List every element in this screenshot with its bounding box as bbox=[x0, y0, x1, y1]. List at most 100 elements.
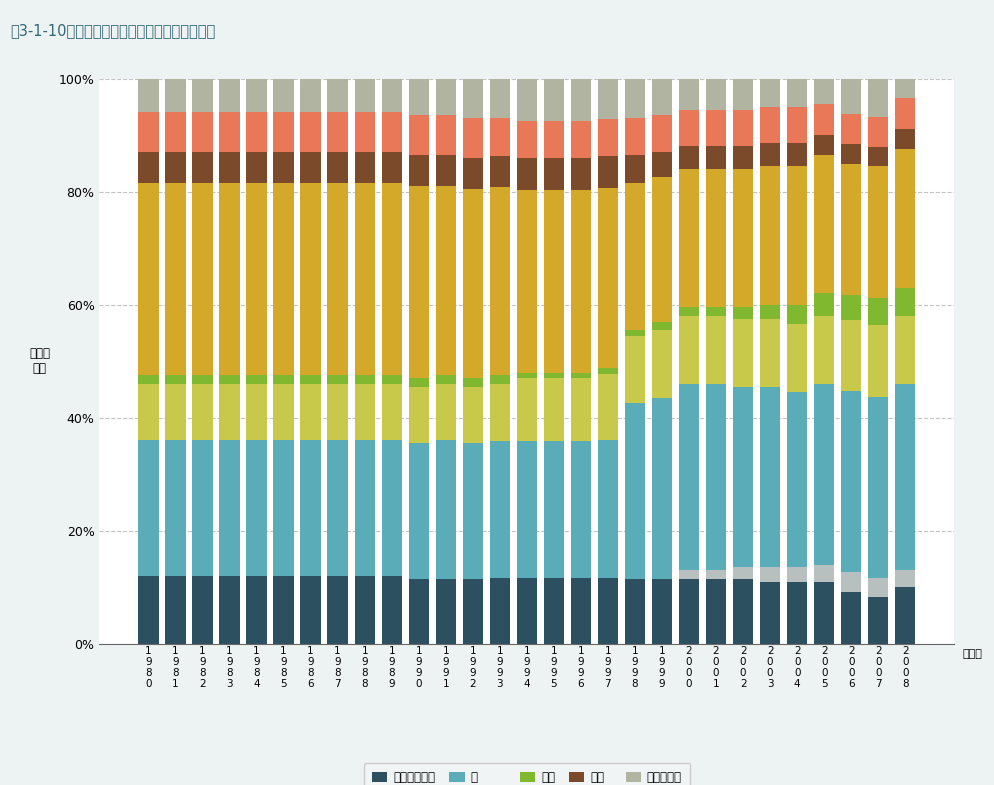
Bar bbox=[462, 188, 483, 378]
Bar bbox=[355, 440, 375, 576]
Bar bbox=[571, 441, 591, 578]
Bar bbox=[300, 375, 321, 384]
Bar bbox=[300, 576, 321, 644]
Bar bbox=[760, 305, 780, 319]
Bar bbox=[435, 375, 456, 384]
Bar bbox=[192, 112, 213, 152]
Bar bbox=[706, 384, 727, 570]
Bar bbox=[138, 183, 158, 375]
Bar bbox=[435, 440, 456, 579]
Bar bbox=[382, 112, 402, 152]
Bar bbox=[787, 392, 807, 568]
Bar bbox=[896, 78, 915, 98]
Bar bbox=[571, 78, 591, 122]
Bar bbox=[868, 578, 889, 597]
Bar bbox=[273, 384, 293, 440]
Bar bbox=[733, 568, 753, 579]
Bar bbox=[652, 115, 672, 152]
Bar bbox=[760, 78, 780, 107]
Text: （万ト
ン）: （万ト ン） bbox=[29, 347, 50, 375]
Bar bbox=[382, 384, 402, 440]
Bar bbox=[706, 579, 727, 644]
Bar bbox=[814, 155, 834, 294]
Bar bbox=[165, 152, 186, 183]
Bar bbox=[382, 78, 402, 112]
Bar bbox=[490, 375, 510, 384]
Bar bbox=[733, 169, 753, 308]
Bar bbox=[327, 152, 348, 183]
Bar bbox=[165, 78, 186, 112]
Bar bbox=[382, 440, 402, 576]
Bar bbox=[327, 440, 348, 576]
Bar bbox=[787, 166, 807, 305]
Bar bbox=[382, 183, 402, 375]
Bar bbox=[733, 110, 753, 146]
Bar bbox=[571, 378, 591, 441]
Bar bbox=[868, 117, 889, 147]
Bar bbox=[138, 375, 158, 384]
Bar bbox=[896, 384, 915, 570]
Bar bbox=[868, 597, 889, 644]
Bar bbox=[409, 155, 428, 186]
Bar bbox=[138, 576, 158, 644]
Bar bbox=[787, 144, 807, 166]
Bar bbox=[192, 375, 213, 384]
Bar bbox=[814, 104, 834, 135]
Bar bbox=[409, 115, 428, 155]
Bar bbox=[355, 375, 375, 384]
Bar bbox=[625, 403, 645, 579]
Bar bbox=[896, 130, 915, 149]
Bar bbox=[409, 186, 428, 378]
Bar bbox=[327, 375, 348, 384]
Bar bbox=[462, 378, 483, 386]
Bar bbox=[544, 441, 564, 578]
Bar bbox=[679, 146, 699, 169]
Bar bbox=[787, 305, 807, 324]
Bar bbox=[625, 579, 645, 644]
Bar bbox=[679, 570, 699, 579]
Bar bbox=[544, 373, 564, 378]
Bar bbox=[841, 114, 862, 144]
Bar bbox=[382, 375, 402, 384]
Bar bbox=[517, 441, 537, 578]
Bar bbox=[787, 107, 807, 144]
Bar bbox=[733, 579, 753, 644]
Bar bbox=[841, 320, 862, 391]
Bar bbox=[273, 78, 293, 112]
Bar bbox=[462, 78, 483, 118]
Legend: プラスチック, ペットボトル, 紙, 木竹草類等, 繊維, 厨芥, 金属, ガラス, 陶磁器類等: プラスチック, ペットボトル, 紙, 木竹草類等, 繊維, 厨芥, 金属, ガラ… bbox=[364, 763, 690, 785]
Bar bbox=[409, 78, 428, 115]
Bar bbox=[841, 572, 862, 592]
Bar bbox=[733, 78, 753, 110]
Bar bbox=[409, 386, 428, 443]
Bar bbox=[165, 183, 186, 375]
Bar bbox=[165, 112, 186, 152]
Bar bbox=[679, 316, 699, 384]
Bar bbox=[706, 146, 727, 169]
Bar bbox=[300, 183, 321, 375]
Bar bbox=[896, 287, 915, 316]
Bar bbox=[706, 78, 727, 110]
Bar bbox=[597, 78, 618, 119]
Bar bbox=[814, 294, 834, 316]
Bar bbox=[760, 568, 780, 582]
Bar bbox=[868, 166, 889, 298]
Bar bbox=[544, 78, 564, 122]
Bar bbox=[165, 375, 186, 384]
Bar bbox=[355, 112, 375, 152]
Bar bbox=[435, 78, 456, 115]
Bar bbox=[544, 578, 564, 644]
Bar bbox=[327, 78, 348, 112]
Bar bbox=[490, 78, 510, 119]
Bar bbox=[597, 188, 618, 368]
Bar bbox=[327, 183, 348, 375]
Bar bbox=[597, 440, 618, 578]
Bar bbox=[760, 144, 780, 166]
Bar bbox=[733, 308, 753, 319]
Bar bbox=[706, 169, 727, 308]
Text: （年）: （年） bbox=[963, 649, 983, 659]
Bar bbox=[760, 166, 780, 305]
Bar bbox=[814, 384, 834, 564]
Bar bbox=[462, 579, 483, 644]
Bar bbox=[706, 570, 727, 579]
